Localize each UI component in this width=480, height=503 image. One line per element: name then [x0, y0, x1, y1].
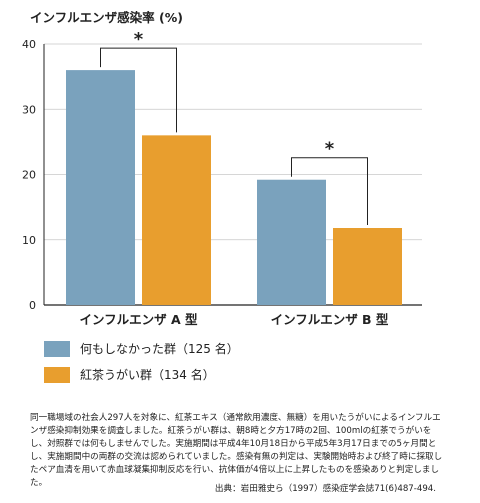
y-tick-label-30: 30 — [22, 103, 36, 116]
y-tick-label-40: 40 — [22, 38, 36, 51]
bar-control-b — [257, 179, 326, 305]
x-category-label-b: インフルエンザ B 型 — [271, 312, 389, 327]
significance-marker-a: * — [134, 29, 144, 50]
legend-label-tea-gargle: 紅茶うがい群（134 名） — [80, 368, 215, 382]
significance-bracket-a — [100, 47, 177, 133]
bar-control-a — [66, 70, 135, 305]
y-tick-label-10: 10 — [22, 234, 36, 247]
y-axis-label: インフルエンザ感染率 (%) — [30, 10, 183, 25]
bar-tea-b — [333, 228, 402, 305]
significance-bracket-b — [291, 157, 368, 226]
legend-swatch-tea-gargle — [44, 366, 70, 383]
study-description: 同一職場域の社会人297人を対象に、紅茶エキス（通常飲用濃度、無糖）を用いたうが… — [30, 413, 443, 488]
source-citation: 出典：岩田雅史ら（1997）感染症学会誌71(6)487-494. — [214, 484, 436, 494]
bar-chart: インフルエンザ感染率 (%) 0 10 20 30 40 インフルエンザ A 型 * インフルエ… — [22, 10, 422, 327]
significance-marker-b: * — [325, 139, 335, 160]
legend-swatch-control — [44, 340, 70, 357]
legend-item-control: 何もしなかった群（125 名） — [44, 340, 239, 357]
legend-item-tea-gargle: 紅茶うがい群（134 名） — [44, 366, 215, 383]
y-tick-label-0: 0 — [29, 299, 36, 312]
y-tick-label-20: 20 — [22, 169, 36, 182]
legend-label-control: 何もしなかった群（125 名） — [80, 342, 239, 356]
x-category-label-a: インフルエンザ A 型 — [79, 312, 198, 327]
bar-tea-a — [142, 135, 211, 305]
